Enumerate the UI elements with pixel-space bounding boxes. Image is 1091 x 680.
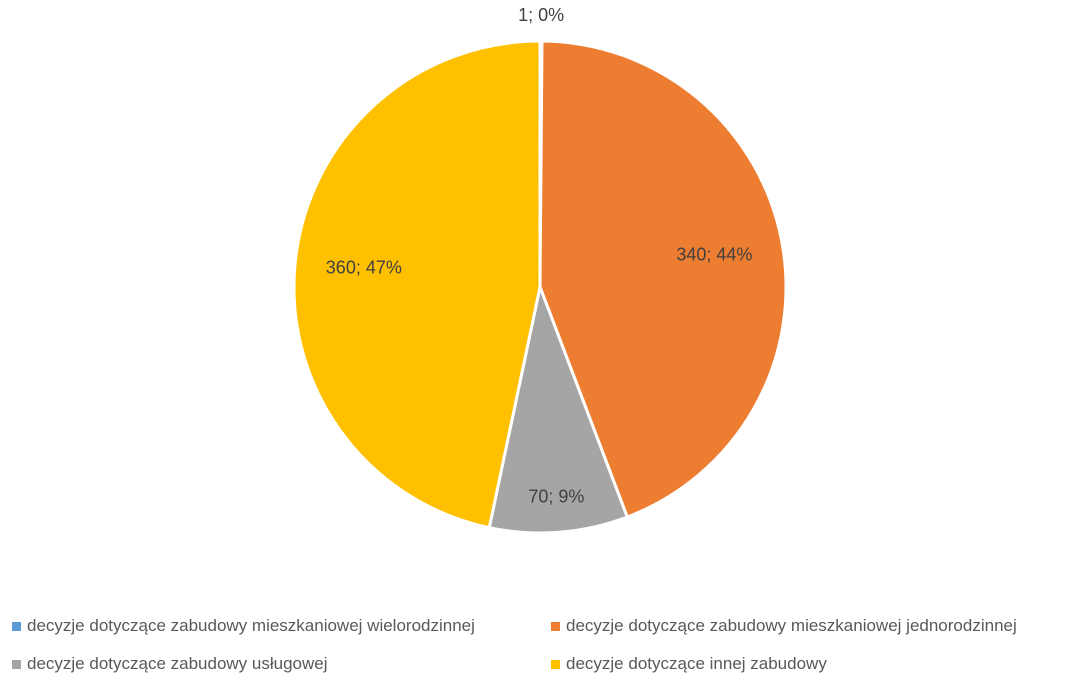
legend-item: decyzje dotyczące zabudowy mieszkaniowej…	[551, 614, 1017, 638]
legend-label: decyzje dotyczące zabudowy mieszkaniowej…	[566, 616, 1017, 635]
legend-label: decyzje dotyczące innej zabudowy	[566, 654, 827, 673]
legend-swatch	[551, 621, 560, 631]
slice-data-label: 340; 44%	[676, 245, 752, 265]
legend-swatch	[12, 621, 21, 631]
data-labels: 1; 0% 340; 44% 70; 9% 360; 47%	[326, 5, 753, 507]
legend-item: decyzje dotyczące zabudowy usługowej	[12, 652, 328, 676]
slice-data-label: 360; 47%	[326, 257, 402, 277]
legend-swatch	[551, 659, 560, 669]
slice-data-label: 1; 0%	[518, 5, 564, 25]
legend-label: decyzje dotyczące zabudowy mieszkaniowej…	[27, 616, 475, 635]
pie-slice	[487, 285, 629, 535]
pie-slice	[538, 39, 788, 519]
legend: decyzje dotyczące zabudowy mieszkaniowej…	[0, 604, 1091, 680]
legend-item: decyzje dotyczące innej zabudowy	[551, 652, 827, 676]
pie-slice	[292, 39, 542, 530]
legend-swatch	[12, 659, 21, 669]
slice-data-label: 70; 9%	[528, 487, 584, 507]
legend-item: decyzje dotyczące zabudowy mieszkaniowej…	[12, 614, 475, 638]
legend-label: decyzje dotyczące zabudowy usługowej	[27, 654, 328, 673]
pie-slices	[292, 39, 788, 535]
